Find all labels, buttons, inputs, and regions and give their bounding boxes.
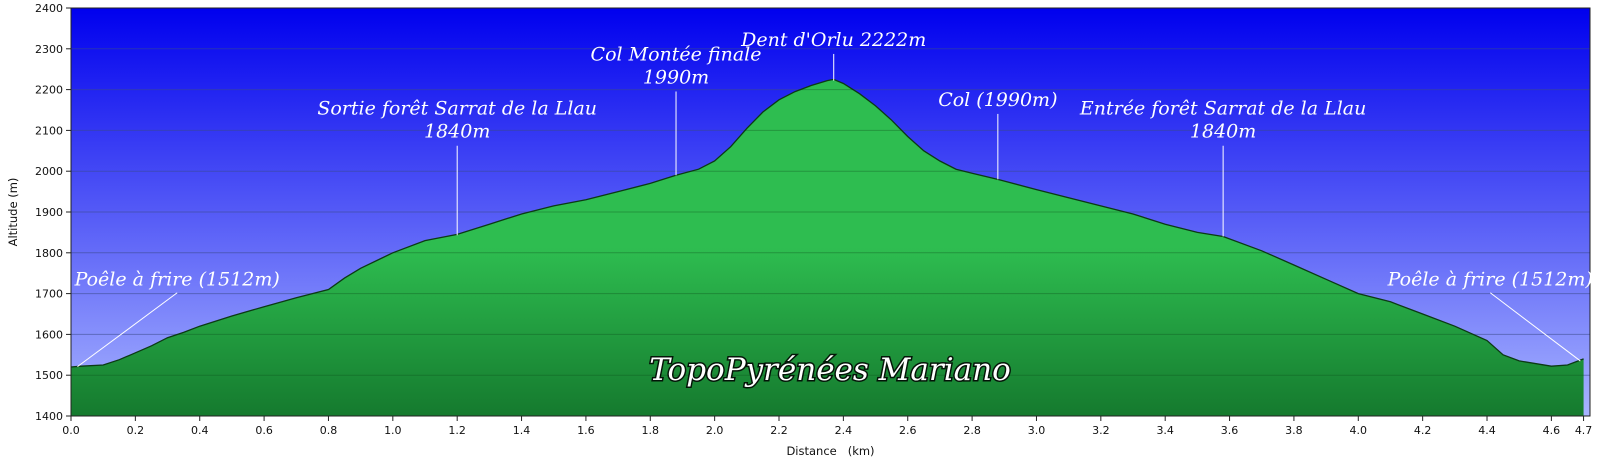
y-axis-title: Altitude (m) [6,178,20,247]
y-tick-label: 1400 [35,410,63,423]
x-tick-label: 2.4 [835,424,853,437]
x-tick-label: 4.6 [1543,424,1561,437]
x-tick-label: 0.6 [255,424,273,437]
x-tick-label: 4.0 [1350,424,1368,437]
x-tick-label: 2.6 [899,424,917,437]
x-tick-label: 3.4 [1156,424,1174,437]
x-tick-label: 4.4 [1478,424,1496,437]
y-tick-label: 1800 [35,247,63,260]
annotation-label: Entrée forêt Sarrat de la Llau [1079,98,1366,120]
annotation-label: 1840m [424,121,490,143]
watermark-text: TopoPyrénées Mariano [649,352,1010,388]
elevation-line [70,78,1584,368]
x-tick-label: 4.7 [1575,424,1593,437]
annotation-label: Dent d'Orlu 2222m [740,29,926,51]
x-tick-label: 1.4 [513,424,531,437]
x-tick-label: 3.0 [1028,424,1046,437]
annotation-label: Col (1990m) [938,89,1057,111]
x-tick-label: 2.2 [770,424,788,437]
x-tick-label: 0.8 [320,424,338,437]
y-tick-label: 2100 [35,124,63,137]
y-tick-label: 2200 [35,84,63,97]
elevation-area [70,78,1584,417]
y-tick-label: 1700 [35,288,63,301]
annotation-label: Poêle à frire (1512m) [1387,268,1593,290]
x-tick-label: 1.2 [448,424,466,437]
y-tick-label: 1600 [35,328,63,341]
x-tick-label: 4.2 [1414,424,1432,437]
x-tick-label: 2.0 [706,424,724,437]
annotation-label: Col Montée finale [591,43,762,65]
x-tick-label: 0.4 [191,424,209,437]
annotation: Col (1990m) [938,89,1057,180]
annotation: Poêle à frire (1512m) [74,268,280,368]
y-tick-label: 2000 [35,165,63,178]
y-tick-label: 2300 [35,43,63,56]
annotation-leader-line [1489,292,1581,362]
annotation-label: Sortie forêt Sarrat de la Llau [317,98,597,120]
x-tick-label: 1.0 [384,424,402,437]
x-tick-label: 3.2 [1092,424,1110,437]
x-tick-label: 1.6 [577,424,595,437]
annotation-leader-line [77,292,178,368]
annotation-label: Poêle à frire (1512m) [74,268,280,290]
annotation: Dent d'Orlu 2222m [740,29,926,81]
x-tick-label: 0.0 [62,424,80,437]
x-tick-label: 3.6 [1221,424,1239,437]
y-tick-label: 1500 [35,369,63,382]
y-tick-label: 1900 [35,206,63,219]
y-tick-label: 2400 [35,2,63,15]
x-tick-label: 0.2 [127,424,145,437]
elevation-fill [71,79,1584,417]
x-tick-label: 3.8 [1285,424,1303,437]
axes: 1400 1500 1600 1700 1800 1900 2000 2100 2200 2300… [35,2,1592,437]
x-tick-label: 2.8 [963,424,981,437]
annotation-label: 1840m [1190,121,1256,143]
annotation-label: 1990m [643,66,709,88]
x-axis-title: Distance (km) [786,444,874,458]
x-tick-label: 1.8 [642,424,660,437]
annotation: Poêle à frire (1512m) [1387,268,1593,362]
